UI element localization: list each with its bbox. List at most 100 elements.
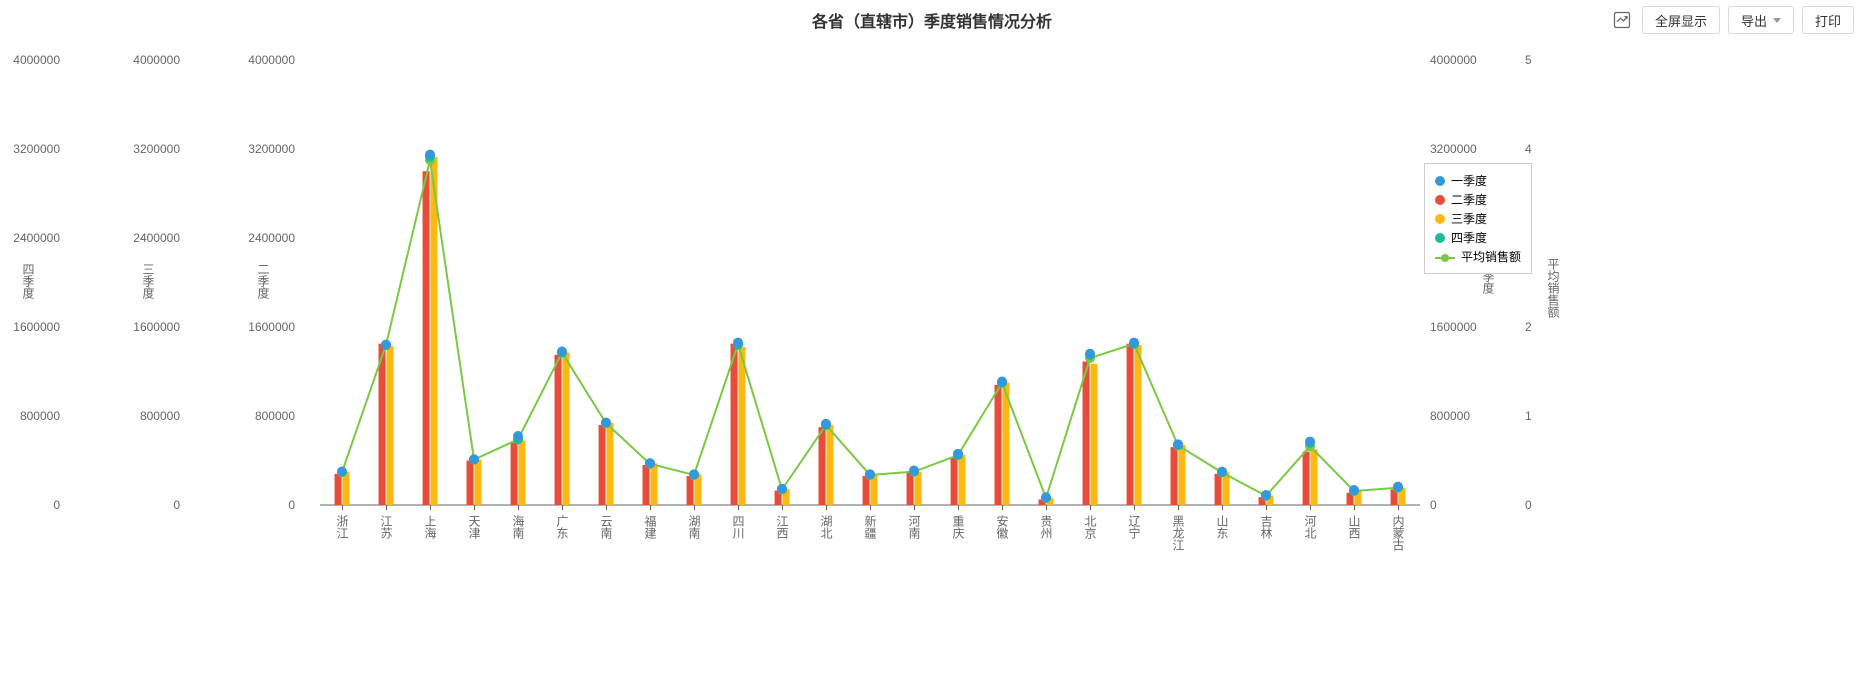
bar[interactable] [951,457,958,505]
y-axis-tick: 4000000 [1430,53,1490,67]
scatter-marker[interactable] [381,340,391,350]
x-axis-label: 天津 [466,515,483,539]
y-axis-tick: 800000 [1430,409,1490,423]
bar[interactable] [423,171,430,505]
bar[interactable] [995,385,1002,505]
bar[interactable] [731,344,738,505]
scatter-marker[interactable] [513,431,523,441]
chart-mode-icon[interactable] [1610,8,1634,32]
y-axis-label: 二季度 [255,263,272,299]
legend-item[interactable]: 平均销售额 [1435,248,1521,265]
x-tick-mark [606,505,607,510]
legend-label: 二季度 [1451,191,1487,208]
fullscreen-button[interactable]: 全屏显示 [1642,6,1720,34]
x-tick-mark [1354,505,1355,510]
bar[interactable] [687,476,694,505]
bar[interactable] [863,476,870,505]
scatter-marker[interactable] [469,454,479,464]
scatter-marker[interactable] [953,449,963,459]
y-axis-tick: 4000000 [235,53,295,67]
x-tick-mark [1310,505,1311,510]
y-axis-label: 四季度 [20,263,37,299]
x-tick-mark [1046,505,1047,510]
legend-line-icon [1435,252,1455,262]
scatter-marker[interactable] [601,418,611,428]
scatter-marker[interactable] [777,484,787,494]
scatter-marker[interactable] [821,419,831,429]
bar[interactable] [1127,344,1134,505]
scatter-marker[interactable] [1217,467,1227,477]
bar[interactable] [1083,361,1090,505]
legend-marker-icon [1435,214,1445,224]
bar[interactable] [958,455,965,505]
scatter-marker[interactable] [1085,349,1095,359]
legend-item[interactable]: 一季度 [1435,172,1521,189]
bar[interactable] [1134,345,1141,505]
x-axis-label: 江苏 [378,515,395,539]
x-axis-label: 贵州 [1038,515,1055,539]
scatter-marker[interactable] [645,458,655,468]
scatter-marker[interactable] [1261,490,1271,500]
bar[interactable] [562,353,569,505]
scatter-marker[interactable] [909,466,919,476]
bar[interactable] [606,423,613,505]
x-axis-label: 福建 [642,515,659,539]
x-axis-label: 安徽 [994,515,1011,539]
bar[interactable] [1171,447,1178,505]
legend-item[interactable]: 四季度 [1435,229,1521,246]
bar[interactable] [1310,449,1317,505]
bar[interactable] [511,443,518,505]
legend-marker-icon [1435,233,1445,243]
scatter-marker[interactable] [1041,492,1051,502]
scatter-marker[interactable] [1129,338,1139,348]
scatter-marker[interactable] [557,346,567,356]
x-axis-label: 上海 [422,515,439,539]
export-button[interactable]: 导出 [1728,6,1794,34]
bar[interactable] [335,474,342,505]
fullscreen-label: 全屏显示 [1655,11,1707,30]
scatter-marker[interactable] [1393,482,1403,492]
y-axis-tick: 3200000 [0,142,60,156]
legend-item[interactable]: 三季度 [1435,210,1521,227]
bar[interactable] [738,347,745,505]
bar[interactable] [386,346,393,505]
x-tick-mark [694,505,695,510]
bar[interactable] [643,465,650,505]
scatter-marker[interactable] [733,338,743,348]
legend-label: 四季度 [1451,229,1487,246]
chart-area: 0800000160000024000003200000400000008000… [0,55,1864,676]
chart-header: 各省（直辖市）季度销售情况分析 [0,0,1864,40]
scatter-marker[interactable] [689,469,699,479]
bar[interactable] [1178,445,1185,505]
bar[interactable] [914,472,921,505]
bar[interactable] [467,461,474,506]
chevron-down-icon [1773,18,1781,23]
bar[interactable] [1303,452,1310,505]
y-axis-tick: 3200000 [1430,142,1490,156]
scatter-marker[interactable] [1349,485,1359,495]
legend-item[interactable]: 二季度 [1435,191,1521,208]
scatter-marker[interactable] [865,469,875,479]
bar[interactable] [599,425,606,505]
bar[interactable] [555,355,562,505]
bar[interactable] [1215,474,1222,505]
scatter-marker[interactable] [1305,437,1315,447]
y-axis-tick: 1600000 [0,320,60,334]
bar[interactable] [826,425,833,505]
x-axis-label: 浙江 [334,515,351,539]
bar[interactable] [379,344,386,505]
print-button[interactable]: 打印 [1802,6,1854,34]
bar[interactable] [650,463,657,505]
x-tick-mark [1002,505,1003,510]
y-axis-tick: 3200000 [235,142,295,156]
bar[interactable] [518,440,525,505]
scatter-marker[interactable] [997,377,1007,387]
scatter-marker[interactable] [337,467,347,477]
bar[interactable] [474,459,481,505]
bar[interactable] [907,473,914,505]
scatter-marker[interactable] [425,150,435,160]
scatter-marker[interactable] [1173,439,1183,449]
bar[interactable] [1090,364,1097,505]
bar[interactable] [819,427,826,505]
x-axis-label: 北京 [1082,515,1099,539]
